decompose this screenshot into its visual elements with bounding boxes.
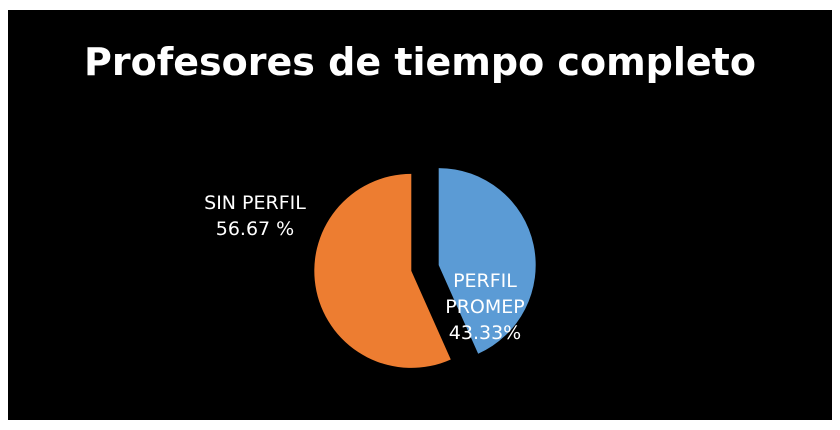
slice-label: SIN PERFIL <box>204 192 306 214</box>
pie-slice <box>314 173 451 368</box>
slice-label: PERFIL PROMEP <box>445 270 525 318</box>
slice-value-label: 56.67 % <box>215 218 295 240</box>
pie-slice <box>438 168 536 354</box>
chart-title: Profesores de tiempo completo <box>84 40 756 84</box>
slice-value-label: 43.33% <box>448 322 522 344</box>
